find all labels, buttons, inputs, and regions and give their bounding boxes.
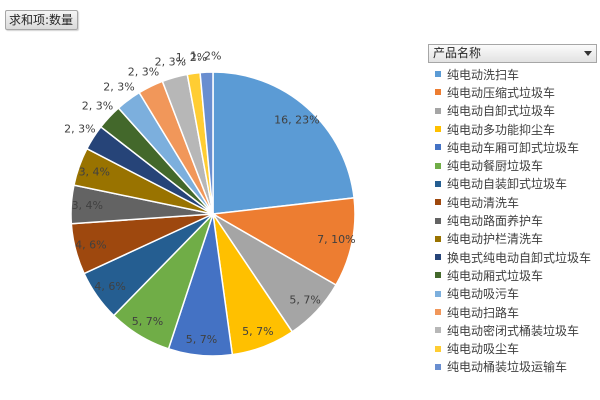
data-label: 4, 6% bbox=[94, 280, 125, 293]
legend-label: 纯电动桶装垃圾运输车 bbox=[447, 360, 568, 375]
legend-marker bbox=[435, 71, 441, 78]
legend-item: 纯电动餐厨垃圾车 bbox=[432, 156, 598, 174]
legend-marker bbox=[435, 180, 441, 187]
legend-list: 纯电动洗扫车纯电动压缩式垃圾车 纯电动自卸式垃圾车 纯电动多功能抑尘车纯电动车厢可卸… bbox=[432, 65, 598, 398]
legend-marker bbox=[435, 217, 441, 224]
legend-item: 纯电动护栏清洗车 bbox=[432, 230, 598, 248]
data-label: 2, 3% bbox=[128, 66, 159, 79]
legend-label: 纯电动餐厨垃圾车 bbox=[447, 159, 544, 174]
legend-item: 纯电动吸尘车 bbox=[432, 339, 598, 357]
legend-label: 纯电动洗扫车 bbox=[447, 67, 520, 82]
data-label: 3, 4% bbox=[72, 199, 103, 212]
legend-label: 纯电动护栏清洗车 bbox=[447, 232, 544, 247]
data-label: 5, 7% bbox=[186, 333, 217, 346]
legend-item: 纯电动厢式垃圾车 bbox=[432, 266, 598, 284]
data-label: 2, 3% bbox=[82, 100, 113, 113]
legend-marker bbox=[435, 290, 441, 297]
data-label: 5, 7% bbox=[242, 325, 273, 338]
legend-label: 纯电动扫路车 bbox=[447, 305, 520, 320]
value-field-button[interactable]: 求和项:数量 bbox=[5, 10, 78, 30]
legend-label: 纯电动厢式垃圾车 bbox=[447, 268, 544, 283]
legend-label: 纯电动清洗车 bbox=[447, 195, 520, 210]
dropdown-arrow-icon[interactable] bbox=[584, 51, 592, 56]
legend-label: 纯电动吸尘车 bbox=[447, 342, 520, 357]
legend-label: 纯电动车厢可卸式垃圾车 bbox=[447, 140, 580, 155]
legend-marker bbox=[435, 162, 441, 169]
data-label: 5, 7% bbox=[289, 294, 320, 307]
legend-marker bbox=[435, 107, 441, 114]
legend-marker bbox=[435, 199, 441, 206]
legend-label: 纯电动路面养护车 bbox=[447, 214, 544, 229]
legend-label: 纯电动压缩式垃圾车 bbox=[447, 85, 556, 100]
legend-label: 换电式纯电动自卸式垃圾车 bbox=[447, 250, 592, 265]
legend-marker bbox=[435, 272, 441, 279]
legend-item: 纯电动车厢可卸式垃圾车 bbox=[432, 138, 598, 156]
legend-item: 纯电动扫路车 bbox=[432, 303, 598, 321]
legend-field-dropdown[interactable]: 产品名称 bbox=[428, 44, 597, 63]
pie-slice[interactable] bbox=[212, 71, 355, 215]
data-label: 3, 4% bbox=[79, 165, 110, 178]
legend-label: 纯电动多功能抑尘车 bbox=[447, 122, 556, 137]
legend-marker bbox=[435, 89, 441, 96]
legend-item: 纯电动多功能抑尘车 bbox=[432, 120, 598, 138]
data-labels: 16, 23% 7, 10% 5, 7% 5, 7% 5, 7% 5, 7% 4, 6% 4,… bbox=[64, 50, 355, 346]
pie-slices bbox=[70, 71, 356, 357]
legend-marker bbox=[435, 309, 441, 315]
legend-item: 纯电动路面养护车 bbox=[432, 211, 598, 229]
legend-item: 纯电动压缩式垃圾车 bbox=[432, 83, 598, 101]
data-label: 2, 3% bbox=[103, 81, 134, 94]
data-label: 1, 2% bbox=[190, 50, 221, 63]
data-label: 2, 3% bbox=[155, 55, 186, 68]
data-label: 2, 3% bbox=[64, 122, 95, 135]
legend-marker bbox=[435, 363, 441, 370]
data-label: 4, 6% bbox=[75, 239, 106, 252]
data-label: 5, 7% bbox=[132, 315, 163, 328]
legend-marker bbox=[435, 126, 441, 133]
data-label: 7, 10% bbox=[317, 233, 355, 246]
legend-marker bbox=[435, 327, 441, 334]
legend-item: 纯电动密闭式桶装垃圾车 bbox=[432, 321, 598, 339]
legend-item: 纯电动自装卸式垃圾车 bbox=[432, 175, 598, 193]
legend-label: 纯电动自装卸式垃圾车 bbox=[447, 177, 568, 192]
legend-item: 纯电动自卸式垃圾车 bbox=[432, 102, 598, 120]
legend-item: 纯电动吸污车 bbox=[432, 285, 598, 303]
legend-item: 换电式纯电动自卸式垃圾车 bbox=[432, 248, 598, 266]
legend-marker bbox=[435, 345, 441, 352]
legend-field-label: 产品名称 bbox=[433, 46, 482, 60]
legend-marker bbox=[435, 254, 441, 261]
data-label: 16, 23% bbox=[274, 114, 319, 127]
data-label: 1, 2% bbox=[176, 51, 207, 64]
legend-marker bbox=[435, 144, 441, 151]
legend-marker bbox=[435, 235, 441, 242]
legend-label: 纯电动自卸式垃圾车 bbox=[447, 104, 556, 119]
legend-item: 纯电动桶装垃圾运输车 bbox=[432, 358, 598, 376]
legend-item: 纯电动清洗车 bbox=[432, 193, 598, 211]
legend-item: 纯电动洗扫车 bbox=[432, 65, 598, 83]
legend-label: 纯电动密闭式桶装垃圾车 bbox=[447, 323, 580, 338]
pie-slice[interactable] bbox=[199, 71, 214, 215]
pie-slice[interactable] bbox=[210, 197, 356, 287]
legend-label: 纯电动吸污车 bbox=[447, 287, 520, 302]
